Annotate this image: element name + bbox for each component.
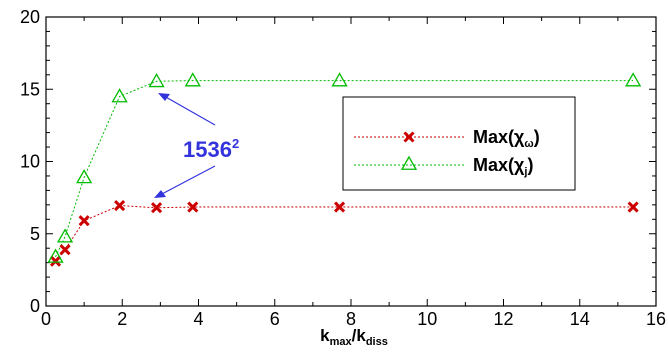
legend-x-marker (403, 131, 415, 143)
annotation-arrow-lower (159, 165, 216, 196)
data-point-x-marker (59, 244, 71, 256)
data-point-x-marker (334, 201, 346, 213)
x-tick-label: 4 (193, 309, 203, 329)
legend-label-omega: Max(χω) (473, 127, 540, 150)
x-tick-label: 12 (493, 309, 513, 329)
data-point-x-marker (151, 202, 163, 214)
legend-label-j: Max(χj) (473, 155, 533, 178)
data-point-x-marker (78, 215, 90, 227)
data-point-x-marker (627, 201, 639, 213)
axis-tick-labels: 0 2 4 6 8 10 12 14 16 0 5 10 15 20 (20, 7, 666, 329)
y-tick-label: 20 (20, 7, 40, 27)
annotation-label: 15362 (183, 136, 239, 162)
legend-marker-x (403, 131, 415, 143)
annotation-arrowhead-upper (158, 93, 170, 101)
data-point-triangle-marker (148, 72, 165, 88)
data-point-triangle-marker (76, 169, 93, 184)
data-point-triangle-marker (56, 228, 74, 243)
x-tick-label: 2 (117, 309, 127, 329)
data-point-triangle-marker (331, 72, 348, 87)
data-point-triangle-marker (111, 88, 128, 103)
data-point-x-marker (187, 201, 199, 213)
series-line (55, 80, 634, 258)
y-tick-label: 5 (30, 224, 40, 244)
data-point-x-marker (114, 200, 126, 212)
series-markers (47, 72, 642, 267)
x-tick-label: 16 (646, 309, 666, 329)
legend-marker-triangle (400, 155, 418, 170)
x-tick-label: 8 (346, 309, 356, 329)
legend: Max(χω) Max(χj) (342, 96, 576, 191)
x-tick-label: 0 (41, 309, 51, 329)
data-point-triangle-marker (47, 248, 64, 263)
data-point-triangle-marker (184, 72, 201, 87)
annotation-arrow-upper (163, 95, 216, 126)
x-axis-title: kmax/kdiss (320, 326, 388, 348)
y-tick-label: 0 (30, 296, 40, 316)
y-tick-label: 15 (20, 79, 40, 99)
annotation-arrowhead-lower (154, 190, 166, 198)
axis-ticks (45, 16, 657, 307)
annotation: 15362 (154, 93, 239, 198)
y-tick-label: 10 (20, 152, 40, 172)
data-point-triangle-marker (625, 72, 642, 87)
x-tick-label: 14 (570, 309, 590, 329)
series-line (55, 205, 634, 262)
legend-triangle-marker (400, 155, 418, 170)
legend-box (342, 96, 576, 191)
x-tick-label: 10 (417, 309, 437, 329)
x-tick-label: 6 (270, 309, 280, 329)
data-point-x-marker (49, 255, 62, 267)
